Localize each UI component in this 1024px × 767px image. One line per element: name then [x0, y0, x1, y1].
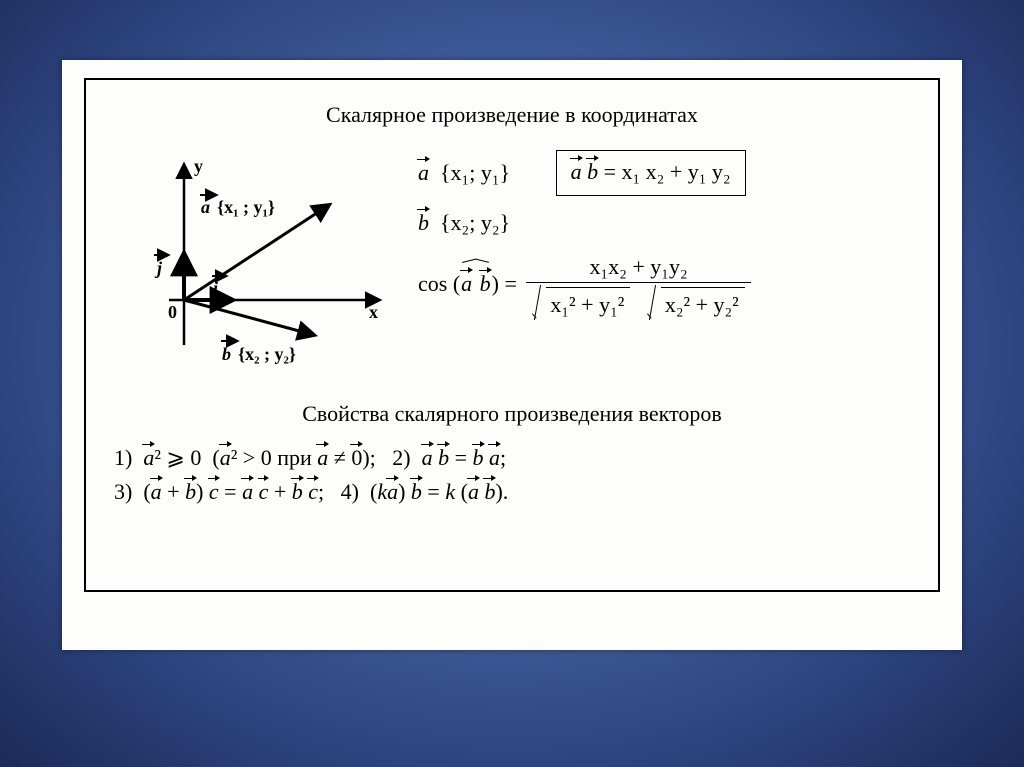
formula-block: a {x₁; y₁} a b = x₁ x₂ + y₁ y₂ b {x₂; y₂…: [414, 150, 910, 326]
svg-text:i: i: [213, 278, 218, 298]
svg-text:x: x: [369, 302, 378, 322]
cosine-formula: cos (a b) = x₁x₂ + y₁y₂ x₁² + y₁² x₂² + …: [418, 254, 910, 318]
vector-a-def: a {x₁; y₁}: [418, 160, 510, 186]
svg-text:y: y: [194, 156, 203, 176]
vector-b-def: b {x₂; y₂}: [418, 210, 910, 236]
coordinate-diagram: x y 0 i j a {x₁ ; y₁} b {x₂ ; y₂}: [114, 150, 414, 375]
top-row: x y 0 i j a {x₁ ; y₁} b {x₂ ; y₂}: [114, 150, 910, 375]
document-page: Скалярное произведение в координатах: [62, 60, 962, 650]
heading-top: Скалярное произведение в координатах: [114, 102, 910, 128]
svg-text:b: b: [222, 344, 231, 364]
svg-text:{x₂ ; y₂}: {x₂ ; y₂}: [238, 344, 296, 364]
dot-product-formula-box: a b = x₁ x₂ + y₁ y₂: [556, 150, 746, 196]
content-frame: Скалярное произведение в координатах: [84, 78, 940, 592]
svg-text:j: j: [154, 258, 163, 278]
property-3-4: 3) (a + b) c = a c + b c; 4) (ka) b = k …: [114, 479, 910, 505]
properties-list: 1) a² ⩾ 0 (a² > 0 при a ≠ 0); 2) a b = b…: [114, 445, 910, 505]
heading-properties: Свойства скалярного произведения векторо…: [114, 401, 910, 427]
svg-text:{x₁ ; y₁}: {x₁ ; y₁}: [217, 197, 275, 217]
svg-text:0: 0: [168, 302, 177, 322]
property-1-2: 1) a² ⩾ 0 (a² > 0 при a ≠ 0); 2) a b = b…: [114, 445, 910, 471]
svg-text:a: a: [201, 197, 210, 217]
